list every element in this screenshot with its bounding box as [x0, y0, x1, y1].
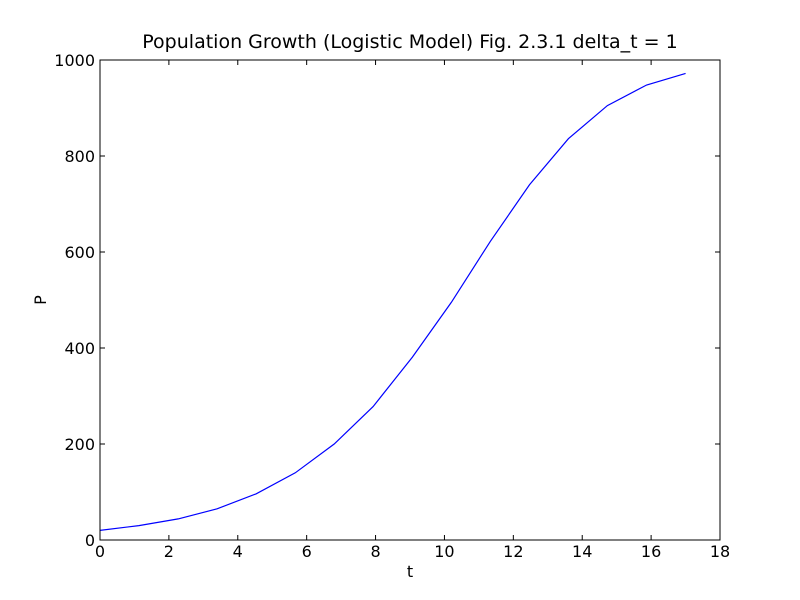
x-tick-label: 4: [233, 542, 243, 561]
y-tick-label: 400: [64, 339, 95, 358]
x-tick-label: 8: [370, 542, 380, 561]
x-tick-label: 18: [710, 542, 730, 561]
y-axis-label: P: [31, 295, 50, 305]
x-axis-label: t: [407, 562, 413, 581]
y-tick-label: 200: [64, 435, 95, 454]
tick-labels: 0 2 4 6 8 10 12 14 16 18 0 200 400 600 800 1000: [54, 51, 730, 561]
y-tick-label: 1000: [54, 51, 95, 70]
plot-area: [100, 60, 720, 540]
x-tick-label: 12: [503, 542, 523, 561]
chart-title: Population Growth (Logistic Model) Fig. …: [142, 31, 677, 53]
axis-ticks: [99, 59, 721, 541]
x-tick-label: 6: [302, 542, 312, 561]
x-tick-label: 2: [164, 542, 174, 561]
plot-frame: [99, 59, 721, 541]
x-tick-label: 10: [434, 542, 454, 561]
x-tick-label: 14: [572, 542, 592, 561]
series-line: [99, 72, 686, 531]
y-tick-label: 0: [85, 531, 95, 550]
y-tick-label: 800: [64, 147, 95, 166]
x-tick-label: 16: [641, 542, 661, 561]
y-tick-label: 600: [64, 243, 95, 262]
x-tick-label: 0: [95, 542, 105, 561]
